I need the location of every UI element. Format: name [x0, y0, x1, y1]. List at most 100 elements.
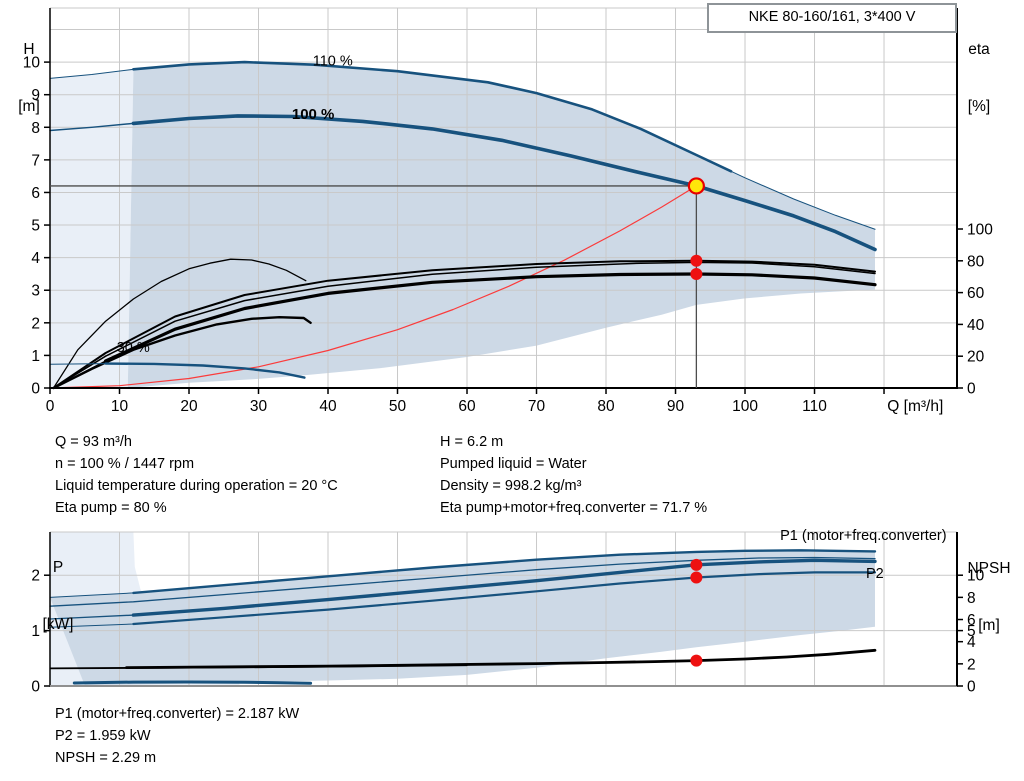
info-flow: Q = 93 m³/h — [55, 434, 132, 450]
power-npsh-chart-axes — [49, 532, 958, 687]
info-liquid-temperature: Liquid temperature during operation = 20… — [55, 478, 338, 494]
svg-text:9: 9 — [31, 87, 40, 104]
svg-text:0: 0 — [46, 398, 55, 415]
power-npsh-chart: 0 1 2 0 2 456 8 10 P1 (motor+freq.converter) P2 — [31, 528, 984, 696]
svg-text:100: 100 — [732, 398, 758, 415]
svg-text:6: 6 — [967, 612, 976, 629]
power-npsh-chart-ticks: 0 1 2 0 2 456 8 10 — [31, 568, 984, 696]
label-p2: P2 — [866, 566, 884, 582]
eta-pump-curve — [52, 259, 876, 389]
svg-text:0: 0 — [967, 381, 976, 398]
svg-text:4: 4 — [967, 634, 976, 651]
p1-duty-point — [690, 558, 703, 571]
svg-text:0: 0 — [31, 381, 40, 398]
info-p1: P1 (motor+freq.converter) = 2.187 kW — [55, 706, 300, 722]
power-npsh-info: P1 (motor+freq.converter) = 2.187 kW P2 … — [55, 703, 299, 769]
p-30pct-curve — [72, 680, 313, 685]
svg-text:80: 80 — [597, 398, 615, 415]
svg-text:110: 110 — [802, 398, 827, 415]
svg-text:8: 8 — [967, 590, 976, 607]
h-axis-title: H [m] — [10, 2, 48, 154]
svg-text:60: 60 — [967, 285, 985, 302]
p1-100pct-curve — [49, 558, 877, 620]
svg-text:60: 60 — [458, 398, 476, 415]
curve-100pct — [49, 114, 877, 252]
svg-text:2: 2 — [967, 656, 976, 673]
label-100pct: 100 % — [292, 106, 335, 123]
svg-text:100: 100 — [967, 222, 993, 239]
npsh-axis-title-symbol: NPSH — [967, 560, 1011, 577]
hq-eta-chart-ticks: 0 10 20 30 40 50 60 70 80 90 100 110 Q [m³/h]0123456… — [23, 55, 993, 415]
svg-text:3: 3 — [31, 283, 40, 300]
eta-total-point — [690, 268, 703, 280]
pump-model-title-box: NKE 80-160/161, 3*400 V — [707, 3, 957, 33]
p-axis-title-unit: [kW] — [42, 616, 74, 633]
svg-text:40: 40 — [967, 317, 985, 334]
info-density: Density = 998.2 kg/m³ — [440, 478, 582, 494]
p-axis-title: P [kW] — [38, 520, 78, 672]
svg-text:2: 2 — [31, 568, 40, 585]
eta-30pct-curve — [52, 258, 307, 389]
eta-total-curve — [52, 272, 877, 389]
npsh-duty-point — [690, 654, 703, 667]
eta-axis-title: eta [%] — [958, 2, 1000, 154]
svg-text:4: 4 — [31, 250, 40, 267]
label-110pct: 110 % — [313, 53, 353, 69]
label-p1: P1 (motor+freq.converter) — [780, 528, 946, 544]
power-envelope-region — [50, 550, 875, 686]
low-flow-pale-region — [50, 69, 134, 389]
pump-model-title: NKE 80-160/161, 3*400 V — [748, 9, 916, 25]
svg-text:20: 20 — [180, 398, 198, 415]
eta-pump-point — [690, 254, 703, 267]
svg-text:8: 8 — [31, 120, 40, 137]
hq-eta-chart: 0 10 20 30 40 50 60 70 80 90 100 110 Q [m³/h]0123456… — [23, 7, 993, 415]
info-eta-pump: Eta pump = 80 % — [55, 500, 167, 516]
svg-text:30: 30 — [250, 398, 268, 415]
svg-text:0: 0 — [967, 679, 976, 696]
eta-extra-curve — [52, 261, 876, 389]
svg-text:5: 5 — [967, 623, 976, 640]
svg-text:2: 2 — [31, 315, 40, 332]
svg-text:0: 0 — [31, 679, 40, 696]
operating-point-info-right: H = 6.2 m Pumped liquid = Water Density … — [440, 431, 707, 519]
p2-duty-point — [690, 571, 703, 584]
svg-text:1: 1 — [31, 623, 40, 640]
hq-eta-chart-grid — [50, 7, 957, 388]
info-eta-total: Eta pump+motor+freq.converter = 71.7 % — [440, 500, 708, 516]
npsh-axis-title-unit: [m] — [978, 617, 1000, 634]
svg-text:90: 90 — [667, 398, 685, 415]
curve-30pct — [49, 362, 306, 379]
npsh-axis-title: NPSH [m] — [963, 521, 1015, 673]
svg-text:70: 70 — [528, 398, 546, 415]
p2-100pct-curve — [49, 571, 877, 628]
eta-axis-title-unit: [%] — [967, 98, 991, 115]
svg-text:40: 40 — [319, 398, 337, 415]
svg-text:10: 10 — [111, 398, 129, 415]
label-30pct: 30 % — [117, 340, 150, 356]
svg-text:50: 50 — [389, 398, 407, 415]
p-axis-title-symbol: P — [52, 559, 64, 576]
h-axis-title-unit: [m] — [18, 98, 40, 115]
svg-text:7: 7 — [31, 152, 40, 169]
svg-text:10: 10 — [23, 55, 41, 72]
eta-axis-title-symbol: eta — [968, 41, 990, 58]
svg-text:Q [m³/h]: Q [m³/h] — [887, 398, 943, 415]
info-head: H = 6.2 m — [440, 434, 504, 450]
duty-point-marker[interactable] — [687, 177, 705, 195]
p1-110pct-curve — [49, 549, 877, 598]
svg-text:6: 6 — [31, 185, 40, 202]
info-pumped-liquid: Pumped liquid = Water — [440, 456, 587, 472]
operating-point-info-left: Q = 93 m³/h n = 100 % / 1447 rpm Liquid … — [55, 431, 338, 519]
affinity-parabola — [49, 185, 697, 389]
npsh-curve — [49, 648, 877, 669]
h-axis-title-symbol: H — [23, 41, 35, 58]
info-p2: P2 = 1.959 kW — [55, 728, 151, 744]
p2-110pct-curve — [49, 556, 876, 607]
power-npsh-chart-grid — [50, 531, 957, 686]
info-npsh: NPSH = 2.29 m — [55, 750, 157, 766]
curve-110pct — [49, 60, 876, 230]
svg-text:1: 1 — [31, 348, 40, 365]
svg-text:80: 80 — [967, 253, 985, 270]
